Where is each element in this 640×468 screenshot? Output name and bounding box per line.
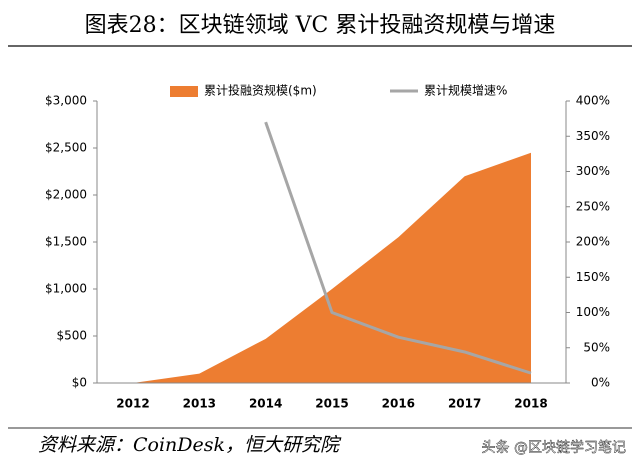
watermark: 头条 @区块链学习笔记 [482, 439, 626, 456]
y2-tick-label: 300% [576, 164, 610, 178]
line [264, 121, 532, 375]
y2-tick-label: 0% [591, 376, 610, 390]
source: 资料来源：CoinDesk，恒大研究院 [38, 434, 342, 456]
x-tick-label: 2016 [382, 397, 415, 411]
y2-tick-label: 350% [576, 129, 610, 143]
y2-tick-label: 150% [576, 270, 610, 284]
y2-tick-label: 50% [583, 340, 610, 354]
x-tick-label: 2013 [183, 397, 216, 411]
area [133, 152, 531, 383]
y-tick-label: $1,500 [45, 235, 87, 249]
x-tick-label: 2014 [249, 397, 282, 411]
legend-label: 累计规模增速% [424, 83, 507, 98]
y-tick-label: $2,000 [45, 188, 87, 202]
legend-swatch [170, 86, 198, 97]
y-tick-label: $0 [72, 376, 87, 390]
x-tick-label: 2015 [315, 397, 348, 411]
chart-title: 图表28：区块链领域 VC 累计投融资规模与增速 [85, 13, 556, 38]
x-tick-label: 2017 [448, 397, 481, 411]
y-tick-label: $2,500 [45, 141, 87, 155]
y2-tick-label: 400% [576, 94, 610, 108]
y2-tick-label: 250% [576, 199, 610, 213]
y-tick-label: $3,000 [45, 94, 87, 108]
x-tick-label: 2018 [514, 397, 547, 411]
y2-tick-label: 100% [576, 305, 610, 319]
x-tick-label: 2012 [116, 397, 149, 411]
y-tick-label: $500 [56, 329, 87, 343]
legend-label: 累计投融资规模($m) [204, 83, 317, 98]
y-tick-label: $1,000 [45, 282, 87, 296]
y2-tick-label: 200% [576, 235, 610, 249]
